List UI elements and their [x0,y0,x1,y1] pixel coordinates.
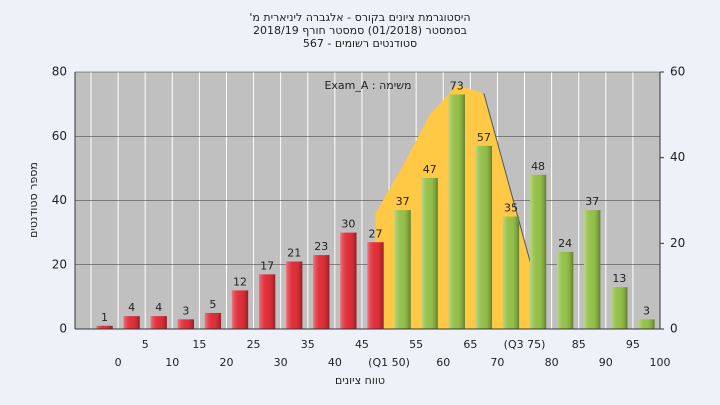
x-tick-label: 45 [355,338,369,351]
x-tick-label: 70 [490,356,504,369]
y-tick-label: 20 [52,257,67,271]
chart-subtitle: בסמסטר (01/2018) סמסטר חורף 2018/19 [253,24,467,37]
bar-shade [340,232,357,329]
x-axis-title: טווח ציונים [335,374,385,387]
bar-shade [286,261,303,329]
x-tick-label: (Q1 50) [368,356,410,369]
value-label: 23 [314,240,328,253]
value-label: 21 [287,247,301,260]
x-tick-label: 95 [626,338,640,351]
x-tick-label: 20 [219,356,233,369]
y-tick-label: 40 [52,193,67,207]
bar-shade [177,319,194,329]
bar-shade [150,316,167,329]
bar-shade [313,255,330,329]
bar-shade [258,274,276,329]
value-label: 37 [585,195,599,208]
x-tick-label: 60 [436,356,450,369]
value-label: 4 [128,301,135,314]
value-label: 5 [209,298,216,311]
value-label: 4 [155,301,162,314]
bar-shade [448,94,465,329]
bar-shade [584,210,601,329]
value-label: 48 [531,160,545,173]
bar-shade [421,178,438,329]
bar-shade [231,290,249,329]
value-label: 47 [423,163,437,176]
value-label: 1 [101,311,108,324]
x-tick-label: 25 [247,338,261,351]
value-label: 12 [233,275,247,288]
value-label: 13 [612,272,626,285]
value-label: 30 [341,218,355,231]
x-tick-label: (Q3 75) [504,338,546,351]
value-label: 73 [450,79,464,92]
value-label: 37 [396,195,410,208]
value-label: 24 [558,237,572,250]
x-tick-label: 90 [599,356,613,369]
y-tick-label: 60 [52,129,67,143]
x-tick-label: 85 [572,338,586,351]
chart-title: היסטוגרמת ציונים בקורס - אלגברה ליניארית… [249,11,470,24]
value-label: 27 [369,227,383,240]
bar-shade [638,319,655,329]
y2-tick-label: 40 [670,150,685,164]
value-label: 17 [260,259,274,272]
x-tick-label: 100 [650,356,671,369]
bar-shade [529,174,547,329]
y2-tick-label: 20 [670,236,685,250]
y2-tick-label: 60 [670,65,685,79]
y-tick-label: 0 [59,322,67,336]
bar-shade [611,287,628,329]
bar-shade [367,242,384,329]
y-axis-title: מספר סטודנטים [27,162,40,238]
bar-shade [204,312,222,329]
x-tick-label: 55 [409,338,423,351]
x-tick-label: 30 [274,356,288,369]
value-label: 3 [182,304,189,317]
x-tick-label: 40 [328,356,342,369]
x-tick-label: 5 [142,338,149,351]
value-label: 35 [504,202,518,215]
bar-shade [96,325,113,329]
x-tick-label: 35 [301,338,315,351]
y2-tick-label: 0 [670,322,678,336]
bar-shade [557,251,574,329]
area-edge [483,93,539,291]
y-tick-label: 80 [52,65,67,79]
x-tick-label: 15 [192,338,206,351]
x-tick-label: 10 [165,356,179,369]
value-label: 57 [477,131,491,144]
value-label: 3 [643,304,650,317]
x-tick-label: 80 [545,356,559,369]
x-tick-label: 65 [463,338,477,351]
bar-shade [502,216,520,329]
bar-shade [123,316,140,329]
bar-shade [394,210,411,329]
annotation: משימה : Exam_A [324,79,411,92]
bar-shade [475,145,493,329]
x-tick-label: 0 [115,356,122,369]
chart-subtitle: סטודנטים רשומים - 567 [303,37,417,50]
